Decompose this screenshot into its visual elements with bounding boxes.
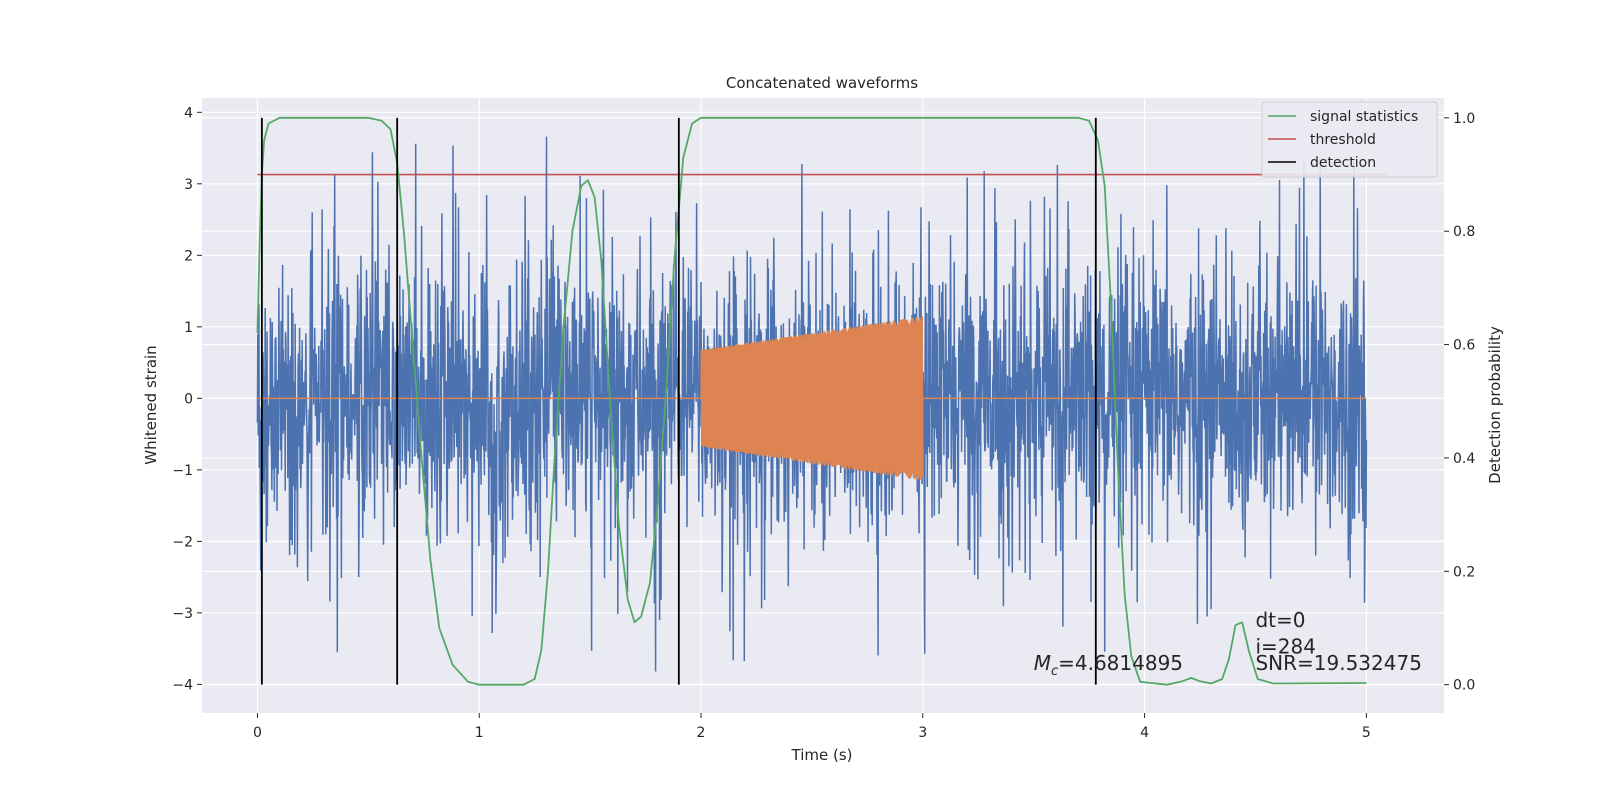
- annotation-text: i=284: [1255, 635, 1316, 659]
- y-tick-label: −1: [172, 463, 193, 479]
- x-axis-label: Time (s): [791, 746, 853, 764]
- x-tick-label: 1: [475, 725, 484, 741]
- legend-label-signal-statistics: signal statistics: [1310, 109, 1418, 125]
- series-noise: [256, 136, 1368, 672]
- y2-tick-label: 0.2: [1453, 564, 1475, 580]
- y-axis-label: Whitened strain: [142, 345, 160, 464]
- y2-tick-label: 0.8: [1453, 224, 1475, 240]
- legend-label-detection: detection: [1310, 155, 1376, 171]
- legend: signal statistics threshold detection: [1261, 101, 1438, 178]
- series-noise-line: [256, 136, 1368, 672]
- axis-ticks: 0 1 2 3 4 5 −4 −3 −2 −1 0 1 2 3 4 0.0 0.2 0.4 0.6 0.8 1.0: [172, 105, 1475, 741]
- annotation-mc-subscript: c: [1051, 664, 1058, 679]
- y2-tick-label: 0.0: [1453, 678, 1475, 694]
- annotation-mc-symbol: M: [1034, 651, 1051, 675]
- y-tick-label: 3: [184, 177, 193, 193]
- legend-label-threshold: threshold: [1310, 132, 1376, 148]
- series-chirp-line: [700, 316, 924, 481]
- y2-tick-label: 0.4: [1453, 451, 1475, 467]
- x-tick-label: 4: [1140, 725, 1149, 741]
- chart-title: Concatenated waveforms: [726, 74, 918, 92]
- x-tick-label: 3: [918, 725, 927, 741]
- y-tick-label: −3: [172, 606, 193, 622]
- annotation-text: dt=0: [1255, 608, 1305, 632]
- annotation-text: Mc=4.6814895: [1034, 651, 1183, 679]
- y-tick-label: 4: [184, 105, 193, 121]
- legend-box: [1261, 101, 1438, 178]
- y2-tick-label: 0.6: [1453, 338, 1475, 354]
- detection-lines: [260, 117, 1097, 685]
- series-signal-statistics: [256, 116, 1367, 686]
- annotation-text: SNR=19.532475: [1255, 651, 1421, 675]
- x-tick-label: 2: [697, 725, 706, 741]
- x-tick-label: 0: [253, 725, 262, 741]
- y-tick-label: −4: [172, 677, 193, 693]
- series-signal-statistics-line: [256, 116, 1367, 686]
- y2-tick-label: 1.0: [1453, 111, 1475, 127]
- y-tick-label: 0: [184, 391, 193, 407]
- y-tick-label: 2: [184, 248, 193, 264]
- annotation-mc-value: =4.6814895: [1058, 651, 1183, 675]
- x-tick-label: 5: [1362, 725, 1371, 741]
- series-chirp: [257, 316, 1367, 481]
- y-tick-label: 1: [184, 320, 193, 336]
- y-tick-label: −2: [172, 534, 193, 550]
- y2-axis-label: Detection probability: [1486, 326, 1504, 484]
